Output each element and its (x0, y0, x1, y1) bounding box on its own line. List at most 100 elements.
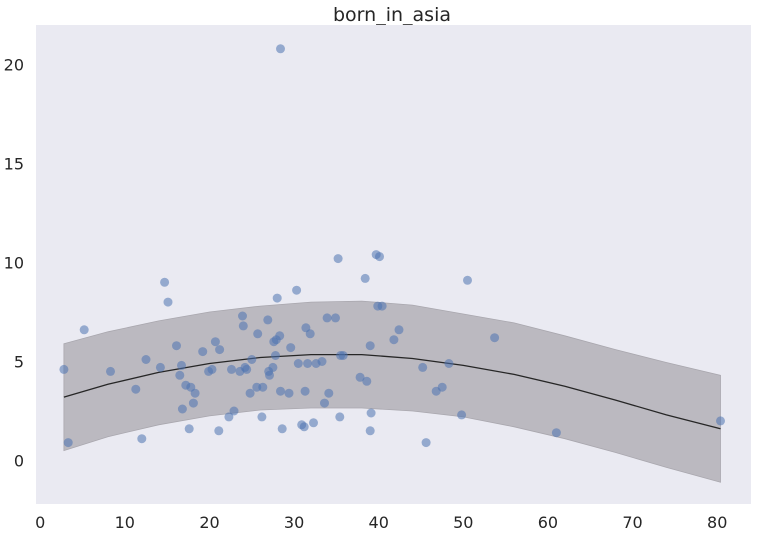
x-tick-label: 20 (199, 513, 219, 532)
scatter-point (172, 341, 181, 351)
scatter-point (106, 366, 115, 376)
x-tick-label: 0 (35, 513, 45, 532)
y-tick-label: 10 (4, 254, 24, 273)
scatter-point (286, 343, 296, 353)
scatter-point (155, 362, 165, 372)
scatter-point (190, 388, 200, 398)
scatter-point (276, 44, 285, 54)
scatter-point (277, 424, 287, 434)
x-tick-label: 60 (538, 513, 558, 532)
scatter-point (258, 382, 268, 392)
scatter-point (188, 398, 198, 408)
scatter-point (355, 372, 365, 382)
scatter-point (284, 388, 294, 398)
scatter-point (272, 293, 282, 303)
scatter-point (247, 355, 257, 364)
scatter-point (322, 313, 332, 323)
scatter-point (300, 386, 310, 396)
scatter-point (245, 388, 255, 398)
scatter-point (238, 311, 247, 321)
scatter-point (253, 329, 263, 339)
scatter-point (229, 406, 239, 416)
scatter-point (490, 333, 500, 343)
scatter-point (214, 426, 224, 436)
x-tick-label: 70 (622, 513, 642, 532)
scatter-point (276, 386, 285, 396)
x-tick-label: 80 (707, 513, 727, 532)
scatter-point (238, 321, 248, 331)
scatter-point (137, 434, 147, 444)
scatter-point (198, 347, 208, 357)
scatter-point (389, 335, 399, 345)
scatter-point (551, 428, 561, 438)
scatter-point (163, 297, 173, 307)
scatter-point (160, 277, 170, 287)
scatter-point (365, 426, 375, 436)
scatter-point (335, 412, 345, 422)
x-axis-ticks: 0 10 20 30 40 50 60 70 80 (35, 513, 727, 532)
scatter-point (141, 355, 151, 364)
scatter-point (303, 359, 313, 368)
y-tick-label: 5 (14, 353, 24, 372)
scatter-point (331, 313, 340, 323)
scatter-point (242, 364, 252, 374)
scatter-point (79, 325, 89, 335)
scatter-points-layer (59, 44, 725, 448)
scatter-point (457, 410, 467, 420)
scatter-point (362, 376, 372, 386)
fit-line-layer (63, 353, 721, 430)
scatter-point (333, 254, 343, 264)
scatter-point (444, 359, 454, 368)
scatter-point (177, 360, 186, 370)
scatter-point (265, 370, 274, 380)
scatter-point (268, 362, 278, 372)
y-tick-label: 15 (4, 155, 24, 174)
scatter-point (377, 301, 387, 311)
scatter-point (463, 275, 472, 285)
scatter-point (716, 416, 725, 426)
scatter-point (309, 418, 318, 428)
scatter-point (365, 341, 375, 351)
chart-title: born_in_asia (333, 4, 451, 26)
y-tick-label: 20 (4, 56, 24, 75)
scatter-point (305, 329, 315, 339)
fit-line (63, 353, 721, 430)
scatter-point (292, 285, 302, 295)
scatter-point (360, 273, 370, 283)
scatter-point (224, 412, 234, 422)
scatter-point (210, 337, 220, 347)
scatter-point (215, 345, 225, 355)
scatter-point (207, 364, 217, 374)
scatter-point (184, 424, 194, 434)
y-tick-label: 0 (14, 452, 24, 471)
scatter-point (177, 404, 187, 414)
scatter-point (131, 384, 141, 394)
scatter-point (437, 382, 447, 392)
scatter-point (257, 412, 267, 422)
scatter-point (271, 351, 280, 360)
scatter-point (324, 388, 334, 398)
confidence-band (63, 300, 721, 483)
scatter-point (263, 315, 273, 325)
confidence-band-layer (63, 300, 721, 483)
scatter-point (375, 252, 384, 262)
x-tick-label: 30 (284, 513, 304, 532)
x-tick-label: 50 (453, 513, 473, 532)
scatter-point (418, 362, 428, 372)
scatter-point (366, 408, 376, 418)
scatter-point (293, 359, 303, 368)
x-tick-label: 10 (115, 513, 135, 532)
scatter-point (317, 357, 327, 366)
y-axis-ticks: 0 5 10 15 20 (4, 56, 24, 471)
scatter-point (394, 325, 404, 335)
scatter-point (275, 331, 285, 341)
scatter-point (421, 438, 431, 448)
scatter-point (227, 364, 236, 374)
x-tick-label: 40 (369, 513, 389, 532)
scatter-point (63, 438, 73, 448)
scatter-point (175, 370, 185, 380)
scatter-point (320, 398, 329, 408)
scatter-point (338, 351, 348, 360)
scatter-point (59, 364, 69, 374)
scatter-point (299, 422, 309, 432)
